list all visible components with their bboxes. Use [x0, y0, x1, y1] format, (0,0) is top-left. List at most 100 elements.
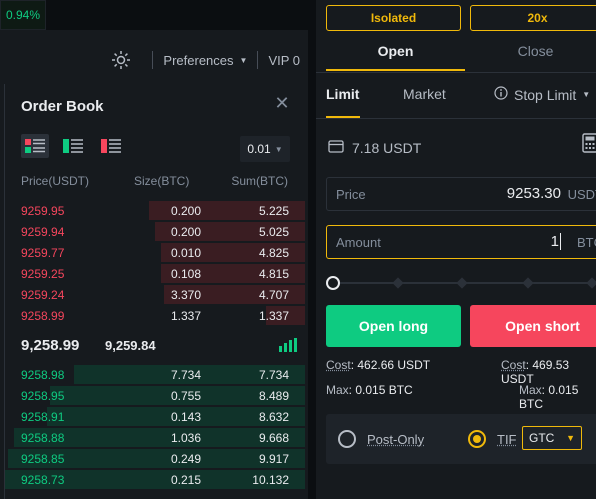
col-size-header: Size(BTC) — [134, 174, 189, 188]
row-sum: 5.225 — [259, 204, 289, 218]
ask-row[interactable]: 9259.95 0.200 5.225 — [5, 200, 305, 221]
row-price: 9259.24 — [21, 288, 64, 302]
post-only-radio[interactable] — [338, 430, 356, 448]
row-size: 1.337 — [171, 309, 201, 323]
leverage-button[interactable]: 20x — [470, 5, 596, 31]
preferences-dropdown[interactable]: Preferences ▼ — [163, 53, 247, 68]
amount-slider[interactable] — [326, 276, 596, 290]
wallet-icon — [328, 139, 344, 156]
preferences-bar: Preferences ▼ VIP 0 — [0, 44, 308, 76]
row-size: 0.200 — [171, 225, 201, 239]
row-price: 9259.94 — [21, 225, 64, 239]
stop-limit-label: Stop Limit — [514, 87, 576, 103]
row-price: 9259.25 — [21, 267, 64, 281]
order-book-panel: Order Book ✕ 0.01 ▼ Price(USDT) Size(BTC… — [4, 84, 304, 499]
tif-select[interactable]: GTC ▼ — [522, 426, 582, 450]
order-book-title: Order Book — [21, 98, 104, 115]
max-long-value: : 0.015 BTC — [349, 383, 413, 397]
available-balance: 7.18 USDT — [328, 139, 421, 156]
price-label: Price — [336, 187, 366, 202]
col-price-header: Price(USDT) — [21, 174, 89, 188]
order-type-market[interactable]: Market — [403, 86, 446, 102]
row-price: 9258.73 — [21, 473, 64, 487]
col-sum-header: Sum(BTC) — [231, 174, 288, 188]
bid-row[interactable]: 9258.95 0.755 8.489 — [5, 385, 305, 406]
max-label: Max — [519, 383, 542, 397]
order-type-limit[interactable]: Limit — [326, 86, 359, 102]
post-only-label[interactable]: Post-Only — [367, 432, 424, 447]
precision-value: 0.01 — [247, 142, 270, 156]
price-unit: USDT — [568, 187, 596, 202]
row-sum: 8.489 — [259, 389, 289, 403]
row-size: 0.249 — [171, 452, 201, 466]
tif-radio[interactable] — [468, 430, 486, 448]
amount-field[interactable]: Amount 1 BTC — [326, 225, 596, 259]
preferences-label: Preferences — [163, 53, 233, 68]
bid-row[interactable]: 9258.91 0.143 8.632 — [5, 406, 305, 427]
row-sum: 4.825 — [259, 246, 289, 260]
row-size: 0.143 — [171, 410, 201, 424]
row-size: 1.036 — [171, 431, 201, 445]
top-strip — [0, 0, 308, 30]
ask-row[interactable]: 9258.99 1.337 1.337 — [5, 305, 305, 326]
row-price: 9258.85 — [21, 452, 64, 466]
slider-handle[interactable] — [326, 276, 340, 290]
row-price: 9258.91 — [21, 410, 64, 424]
slider-mark — [456, 277, 467, 288]
info-icon — [494, 86, 508, 103]
order-type-stop-limit[interactable]: Stop Limit ▼ — [494, 86, 590, 103]
mark-price: 9,259.84 — [105, 338, 156, 353]
precision-select[interactable]: 0.01 ▼ — [240, 136, 290, 162]
divider — [257, 51, 258, 69]
ask-row[interactable]: 9259.24 3.370 4.707 — [5, 284, 305, 305]
theme-toggle-icon[interactable] — [110, 49, 132, 71]
row-size: 0.108 — [171, 267, 201, 281]
tab-open[interactable]: Open — [326, 36, 465, 70]
bid-row[interactable]: 9258.85 0.249 9.917 — [5, 448, 305, 469]
tab-close[interactable]: Close — [466, 36, 596, 70]
signal-bars-icon — [279, 338, 297, 357]
row-size: 7.734 — [171, 368, 201, 382]
divider — [316, 72, 596, 73]
bid-row[interactable]: 9258.98 7.734 7.734 — [5, 364, 305, 385]
open-short-button[interactable]: Open short — [470, 305, 596, 347]
trade-panel: Isolated 20x Open Close Limit Market Sto… — [316, 0, 596, 499]
bid-row[interactable]: 9258.73 0.215 10.132 — [5, 469, 305, 490]
row-size: 0.010 — [171, 246, 201, 260]
change-percent: 0.94% — [0, 0, 46, 30]
view-bids-icon[interactable] — [59, 134, 87, 158]
open-long-button[interactable]: Open long — [326, 305, 461, 347]
left-panel: 0.94% Preferences ▼ VIP 0 Order Book ✕ — [0, 0, 308, 499]
order-book-view-switcher — [21, 134, 125, 158]
margin-mode-button[interactable]: Isolated — [326, 5, 461, 31]
vip-level[interactable]: VIP 0 — [268, 53, 300, 68]
max-label: Max — [326, 383, 349, 397]
row-price: 9258.98 — [21, 368, 64, 382]
calculator-icon[interactable] — [582, 133, 596, 158]
close-icon[interactable]: ✕ — [274, 96, 290, 112]
cost-long-value: : 462.66 USDT — [351, 358, 430, 372]
row-price: 9258.88 — [21, 431, 64, 445]
cost-long: Cost: 462.66 USDT — [326, 358, 430, 372]
row-size: 3.370 — [171, 288, 201, 302]
row-size: 0.755 — [171, 389, 201, 403]
slider-mark — [586, 277, 596, 288]
max-long: Max: 0.015 BTC — [326, 383, 413, 397]
row-price: 9258.99 — [21, 309, 64, 323]
mid-price-row: 9,258.99 9,259.84 — [21, 334, 297, 358]
bid-row[interactable]: 9258.88 1.036 9.668 — [5, 427, 305, 448]
view-both-icon[interactable] — [21, 134, 49, 158]
row-sum: 7.734 — [259, 368, 289, 382]
ask-row[interactable]: 9259.25 0.108 4.815 — [5, 263, 305, 284]
divider — [316, 118, 596, 119]
price-field[interactable]: Price 9253.30 USDT — [326, 177, 596, 211]
amount-unit: BTC — [577, 235, 596, 250]
cost-label: Cost — [501, 358, 526, 372]
tif-label[interactable]: TIF — [497, 432, 517, 447]
row-price: 9259.77 — [21, 246, 64, 260]
row-price: 9258.95 — [21, 389, 64, 403]
row-sum: 10.132 — [252, 473, 289, 487]
ask-row[interactable]: 9259.94 0.200 5.025 — [5, 221, 305, 242]
ask-row[interactable]: 9259.77 0.010 4.825 — [5, 242, 305, 263]
view-asks-icon[interactable] — [97, 134, 125, 158]
